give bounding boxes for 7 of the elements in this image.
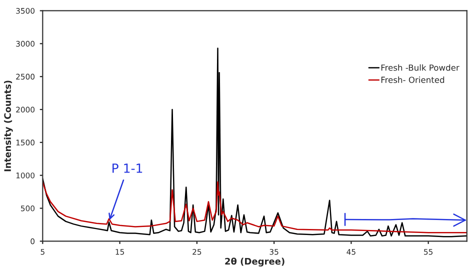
- annotation: P 1-1: [112, 164, 142, 173]
- legend-label: Fresh- Oriented: [381, 76, 444, 83]
- y-axis-title: Intensity (Counts): [4, 80, 13, 172]
- legend-label: Fresh -Bulk Powder: [381, 64, 460, 71]
- x-axis-title: 2θ (Degree): [225, 258, 284, 266]
- line-series: [42, 48, 467, 238]
- line-series: [42, 181, 467, 234]
